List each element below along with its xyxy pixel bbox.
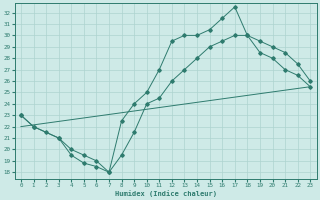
X-axis label: Humidex (Indice chaleur): Humidex (Indice chaleur) [115, 190, 217, 197]
